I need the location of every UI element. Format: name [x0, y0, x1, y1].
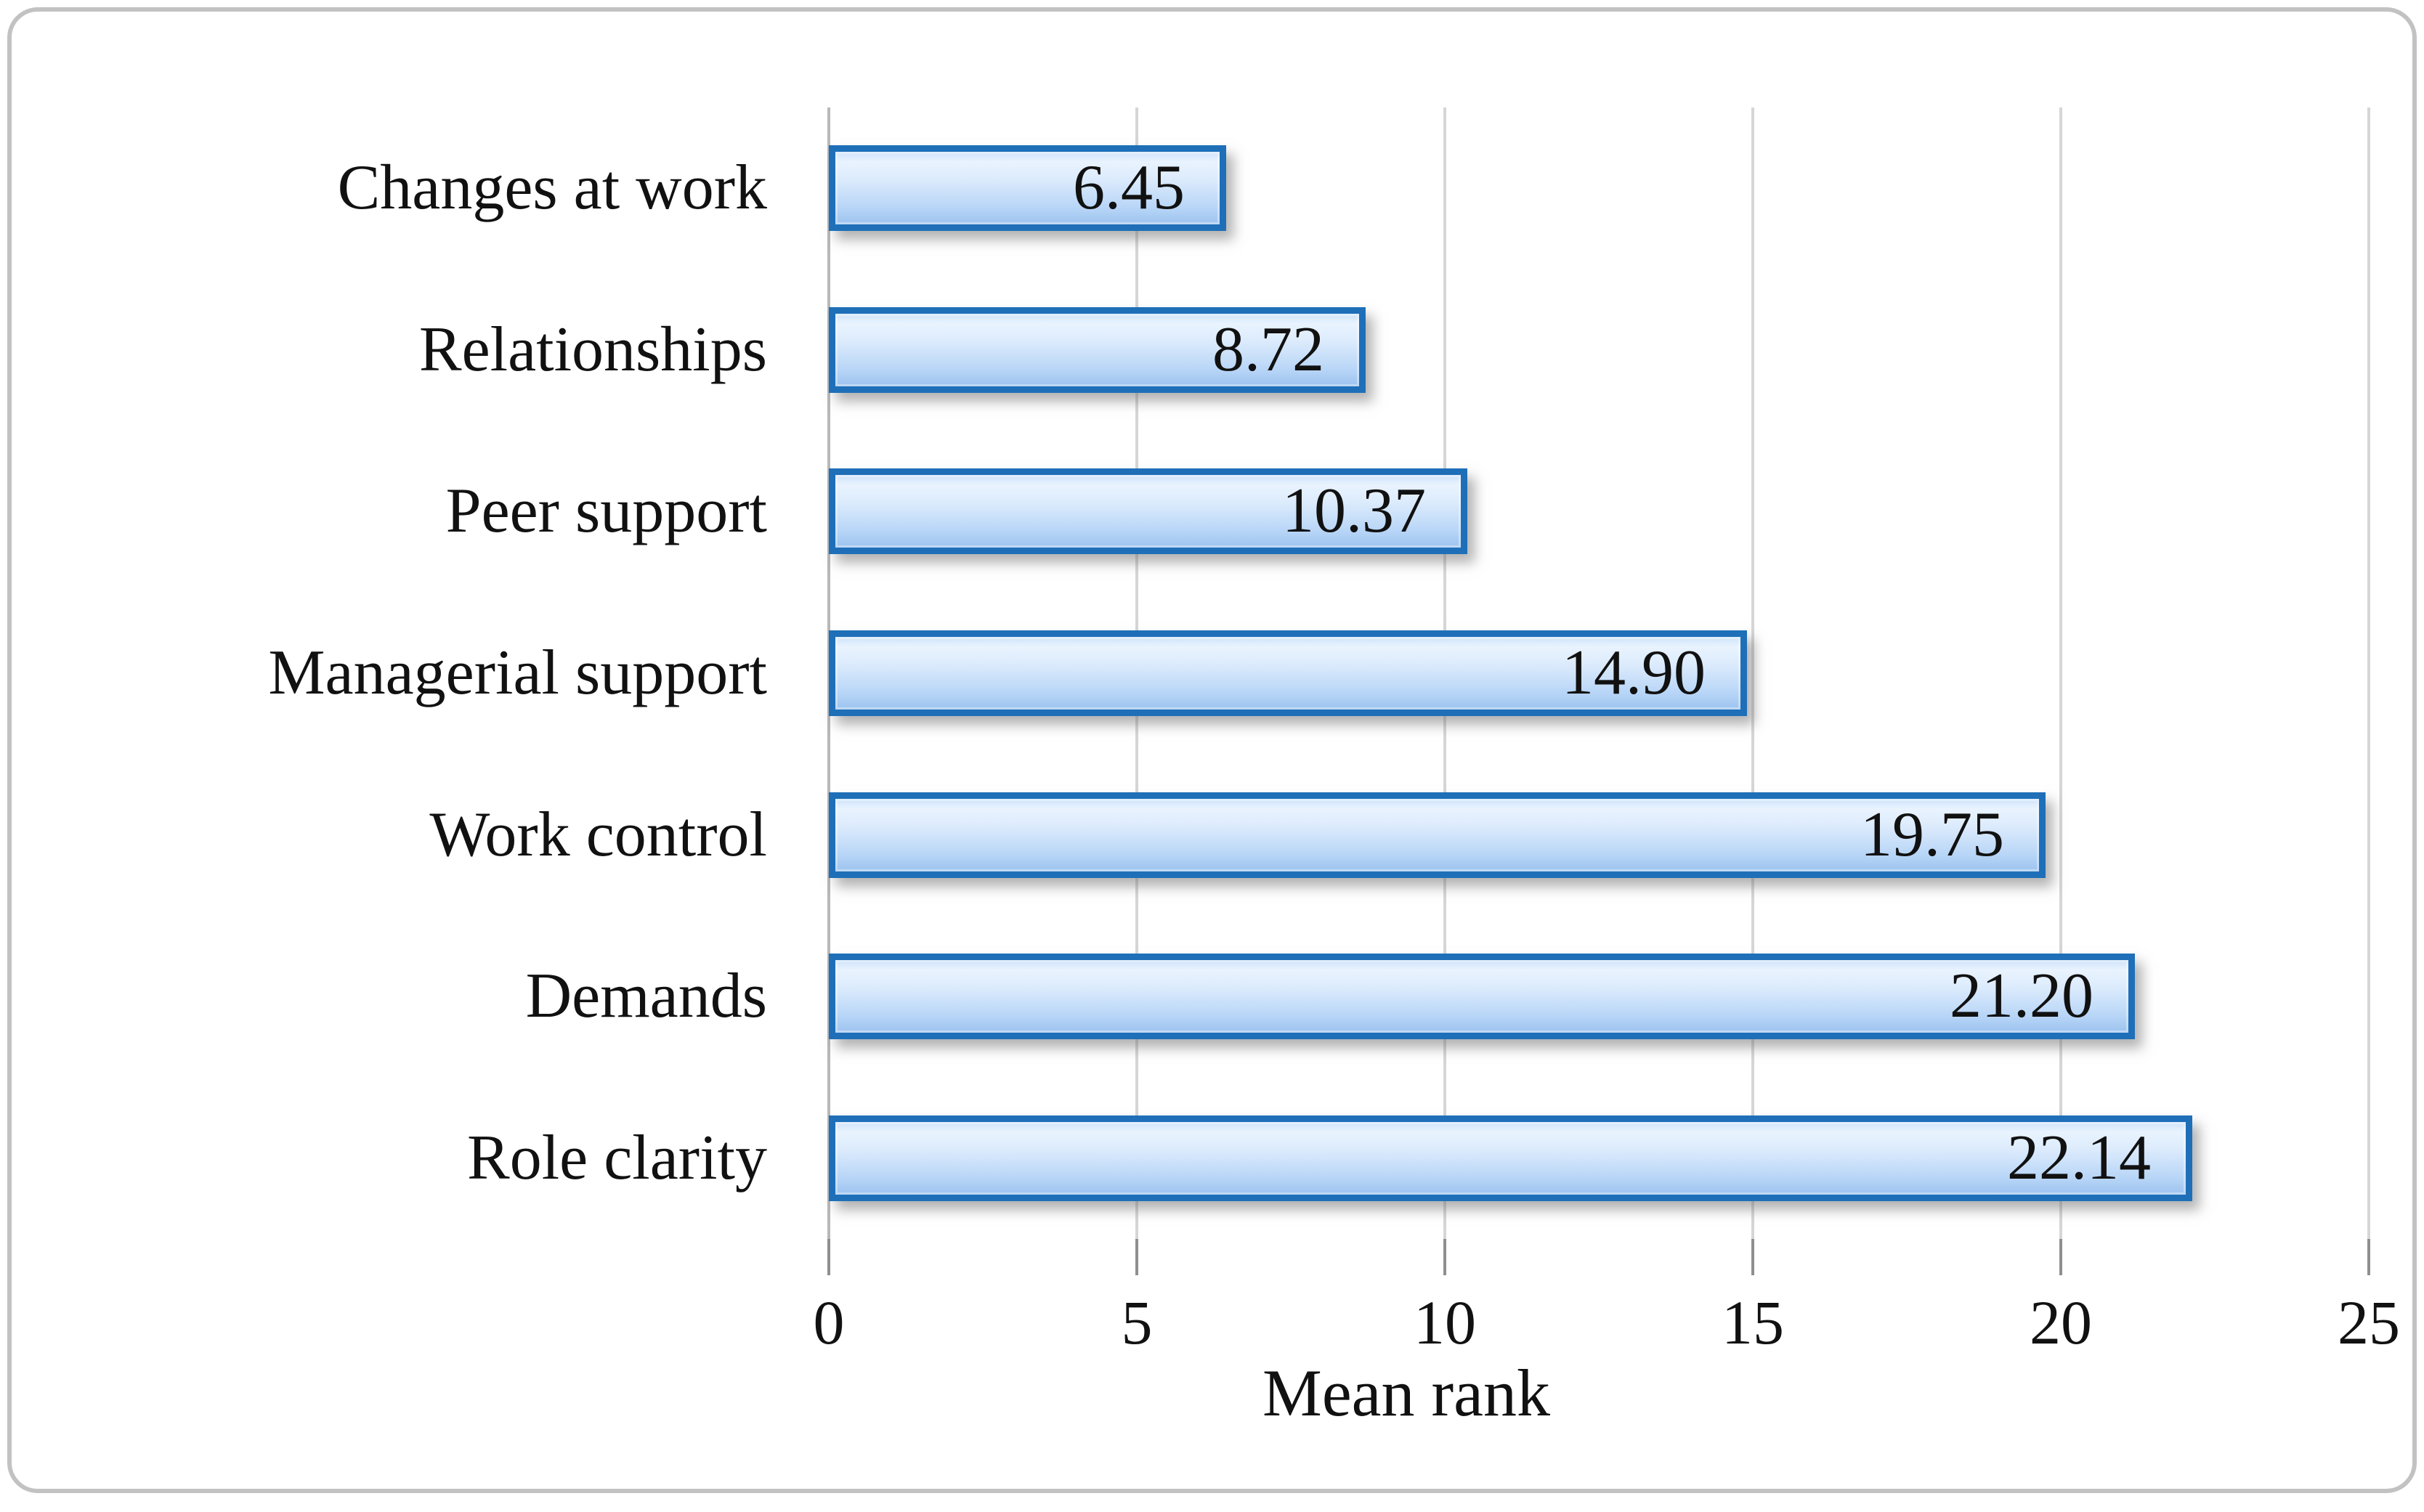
bar-value-label: 21.20	[1950, 964, 2128, 1028]
gridline-0	[827, 107, 830, 1239]
bar-changes-at-work: 6.45	[829, 145, 1226, 231]
gridline-25	[2367, 107, 2370, 1239]
x-tick-label-20: 20	[1952, 1283, 2170, 1362]
gridlines-layer	[12, 12, 2424, 1512]
bar-value-label: 8.72	[1212, 318, 1359, 382]
tickmark-25	[2367, 1239, 2370, 1275]
category-label-work-control: Work control	[429, 792, 767, 879]
bar-peer-support: 10.37	[829, 468, 1467, 554]
category-label-peer-support: Peer support	[446, 468, 767, 555]
category-label-relationships: Relationships	[419, 306, 767, 394]
bars-layer: 6.45 8.72 10.37 14.90 19.75 21.20 22.14	[12, 12, 2424, 1512]
bar-value-label: 14.90	[1562, 641, 1740, 705]
tickmark-0	[827, 1239, 830, 1275]
bar-work-control: 19.75	[829, 792, 2046, 878]
bar-managerial-support: 14.90	[829, 630, 1747, 716]
figure-frame: 6.45 8.72 10.37 14.90 19.75 21.20 22.14 Change…	[7, 7, 2417, 1493]
gridline-5	[1135, 107, 1138, 1239]
category-label-role-clarity: Role clarity	[467, 1115, 767, 1202]
x-tick-label-0: 0	[720, 1283, 938, 1362]
x-tick-label-15: 15	[1644, 1283, 1862, 1362]
category-label-changes-at-work: Changes at work	[338, 145, 767, 232]
bar-demands: 21.20	[829, 954, 2135, 1039]
tickmark-5	[1135, 1239, 1138, 1275]
tickmark-20	[2059, 1239, 2062, 1275]
x-axis-title: Mean rank	[1116, 1357, 1697, 1430]
bar-relationships: 8.72	[829, 307, 1366, 393]
bar-value-label: 22.14	[2007, 1126, 2186, 1190]
x-tick-label-5: 5	[1028, 1283, 1246, 1362]
x-tick-label-10: 10	[1336, 1283, 1554, 1362]
category-axis-layer: Changes at work Relationships Peer support…	[12, 12, 2424, 1512]
category-label-demands: Demands	[526, 953, 767, 1040]
gridline-10	[1443, 107, 1446, 1239]
x-tick-label-25: 25	[2260, 1283, 2424, 1362]
gridline-20	[2059, 107, 2062, 1239]
bar-value-label: 19.75	[1860, 803, 2039, 867]
tickmark-10	[1443, 1239, 1446, 1275]
gridline-15	[1751, 107, 1754, 1239]
bar-value-label: 6.45	[1073, 156, 1220, 220]
x-axis-layer: 0 5 10 15 20 25	[12, 12, 2424, 1512]
tickmark-15	[1751, 1239, 1754, 1275]
bar-role-clarity: 22.14	[829, 1115, 2192, 1201]
bar-value-label: 10.37	[1282, 479, 1461, 543]
category-label-managerial-support: Managerial support	[268, 630, 767, 717]
